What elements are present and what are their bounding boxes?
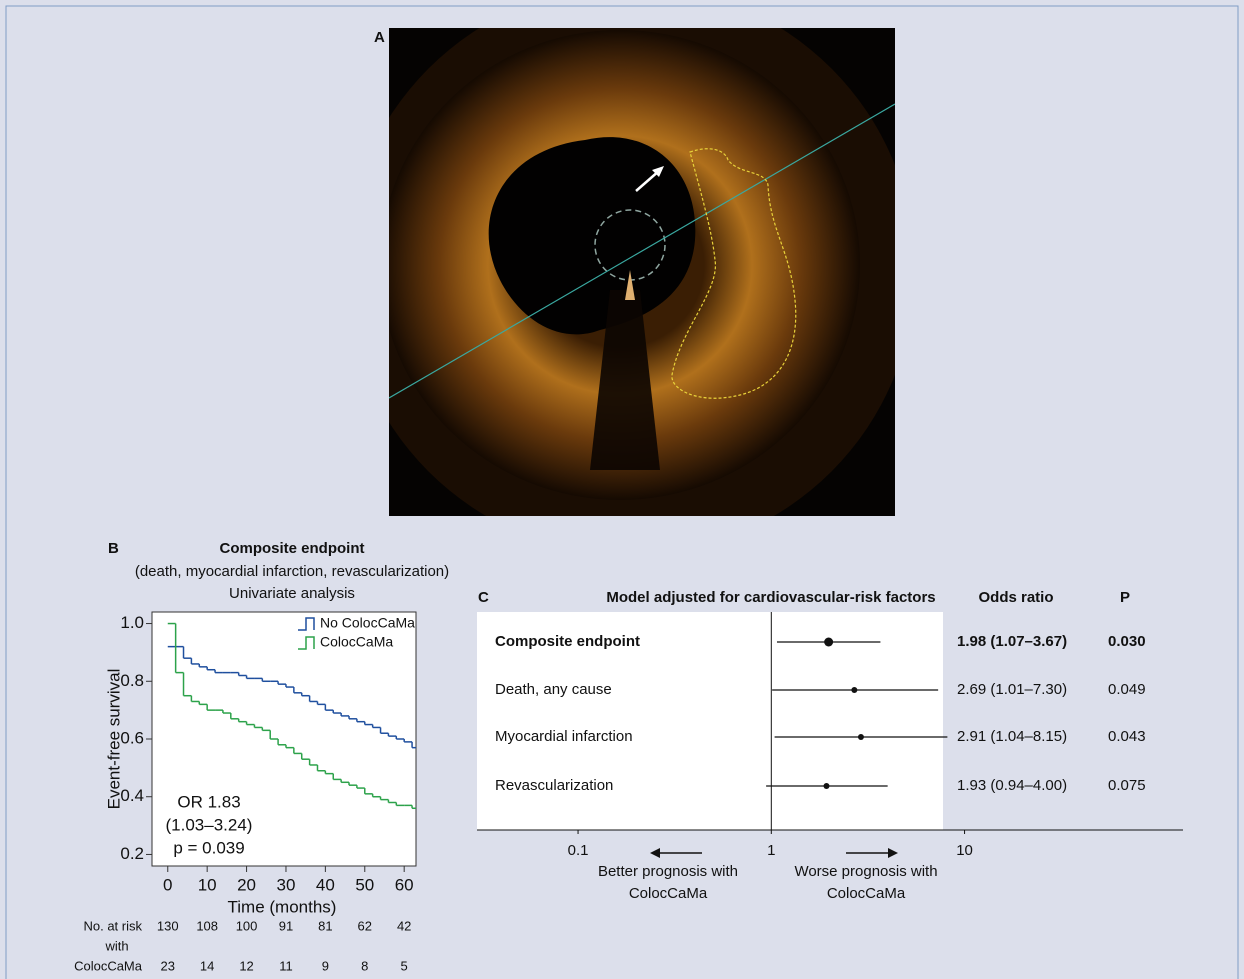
direction-label: ColocCaMa xyxy=(827,885,906,902)
odds-ratio-label: 1.93 (0.94–4.00) xyxy=(957,777,1067,794)
direction-label: Worse prognosis with xyxy=(794,863,937,880)
y-tick-label: 0.4 xyxy=(120,786,144,805)
p-value: 0.075 xyxy=(1108,777,1146,794)
odds-ratio-point xyxy=(858,734,864,740)
risk-table-cell: 8 xyxy=(361,958,368,973)
odds-ratio-point xyxy=(824,638,833,647)
x-tick-label: 60 xyxy=(395,875,414,894)
y-tick-label: 0.8 xyxy=(120,671,144,690)
legend-label: No ColocCaMa xyxy=(320,615,415,631)
annotation: (1.03–3.24) xyxy=(166,815,253,834)
risk-table-cell: 5 xyxy=(401,958,408,973)
y-tick-label: 0.2 xyxy=(120,844,144,863)
direction-label: ColocCaMa xyxy=(629,885,708,902)
odds-ratio-label: 2.69 (1.01–7.30) xyxy=(957,681,1067,698)
risk-table-cell: 108 xyxy=(196,918,218,933)
row-label: Death, any cause xyxy=(495,681,612,698)
risk-table-label: No. at risk xyxy=(83,918,142,933)
risk-table-cell: 9 xyxy=(322,958,329,973)
y-tick-label: 0.6 xyxy=(120,728,144,747)
risk-table-cell: 91 xyxy=(279,918,293,933)
risk-table-cell: 100 xyxy=(236,918,258,933)
direction-arrowhead xyxy=(650,848,660,858)
odds-ratio-point xyxy=(823,783,829,789)
risk-table-cell: 23 xyxy=(161,958,175,973)
odds-ratio-point xyxy=(851,687,857,693)
chart-title: Model adjusted for cardiovascular-risk f… xyxy=(606,589,935,606)
x-axis-label: Time (months) xyxy=(228,897,337,916)
risk-table-cell: 12 xyxy=(239,958,253,973)
panel-label: B xyxy=(108,540,119,557)
row-label: Composite endpoint xyxy=(495,633,640,650)
odds-ratio-label: 2.91 (1.04–8.15) xyxy=(957,728,1067,745)
risk-table-cell: 11 xyxy=(279,958,293,973)
oct-image xyxy=(345,0,915,555)
chart-subtitle: (death, myocardial infarction, revascula… xyxy=(135,563,449,580)
x-tick-label: 30 xyxy=(277,875,296,894)
x-tick-label: 10 xyxy=(198,875,217,894)
p-value: 0.043 xyxy=(1108,728,1146,745)
x-tick-label: 0 xyxy=(163,875,172,894)
x-tick-label: 1 xyxy=(767,842,775,859)
risk-table-label: ColocCaMa xyxy=(74,958,143,973)
panel-label: A xyxy=(374,29,385,46)
risk-table-label: with xyxy=(104,938,128,953)
p-value: 0.049 xyxy=(1108,681,1146,698)
x-tick-label: 40 xyxy=(316,875,335,894)
panel-label: C xyxy=(478,589,489,606)
p-value: 0.030 xyxy=(1108,633,1146,650)
chart-title: Composite endpoint xyxy=(220,540,365,557)
column-header: P xyxy=(1120,589,1130,606)
x-tick-label: 0.1 xyxy=(568,842,589,859)
y-tick-label: 1.0 xyxy=(120,613,144,632)
column-header: Odds ratio xyxy=(978,589,1053,606)
risk-table-cell: 14 xyxy=(200,958,214,973)
x-tick-label: 50 xyxy=(355,875,374,894)
row-label: Myocardial infarction xyxy=(495,728,633,745)
x-tick-label: 20 xyxy=(237,875,256,894)
figure: A B Composite endpoint (death, myocardial … xyxy=(0,0,1244,979)
direction-arrowhead xyxy=(888,848,898,858)
annotation: p = 0.039 xyxy=(173,838,244,857)
row-label: Revascularization xyxy=(495,777,613,794)
risk-table-cell: 42 xyxy=(397,918,411,933)
odds-ratio-label: 1.98 (1.07–3.67) xyxy=(957,633,1067,650)
risk-table-cell: 81 xyxy=(318,918,332,933)
legend-label: ColocCaMa xyxy=(320,634,393,650)
risk-table-cell: 130 xyxy=(157,918,179,933)
risk-table-cell: 62 xyxy=(358,918,372,933)
page: {"panel_a": {"label": "A"}, "chart_data"… xyxy=(0,0,1244,979)
y-axis-label: Event-free survival xyxy=(104,669,123,810)
direction-label: Better prognosis with xyxy=(598,863,738,880)
annotation: OR 1.83 xyxy=(177,792,240,811)
x-tick-label: 10 xyxy=(956,842,973,859)
chart-subtitle: Univariate analysis xyxy=(229,585,355,602)
